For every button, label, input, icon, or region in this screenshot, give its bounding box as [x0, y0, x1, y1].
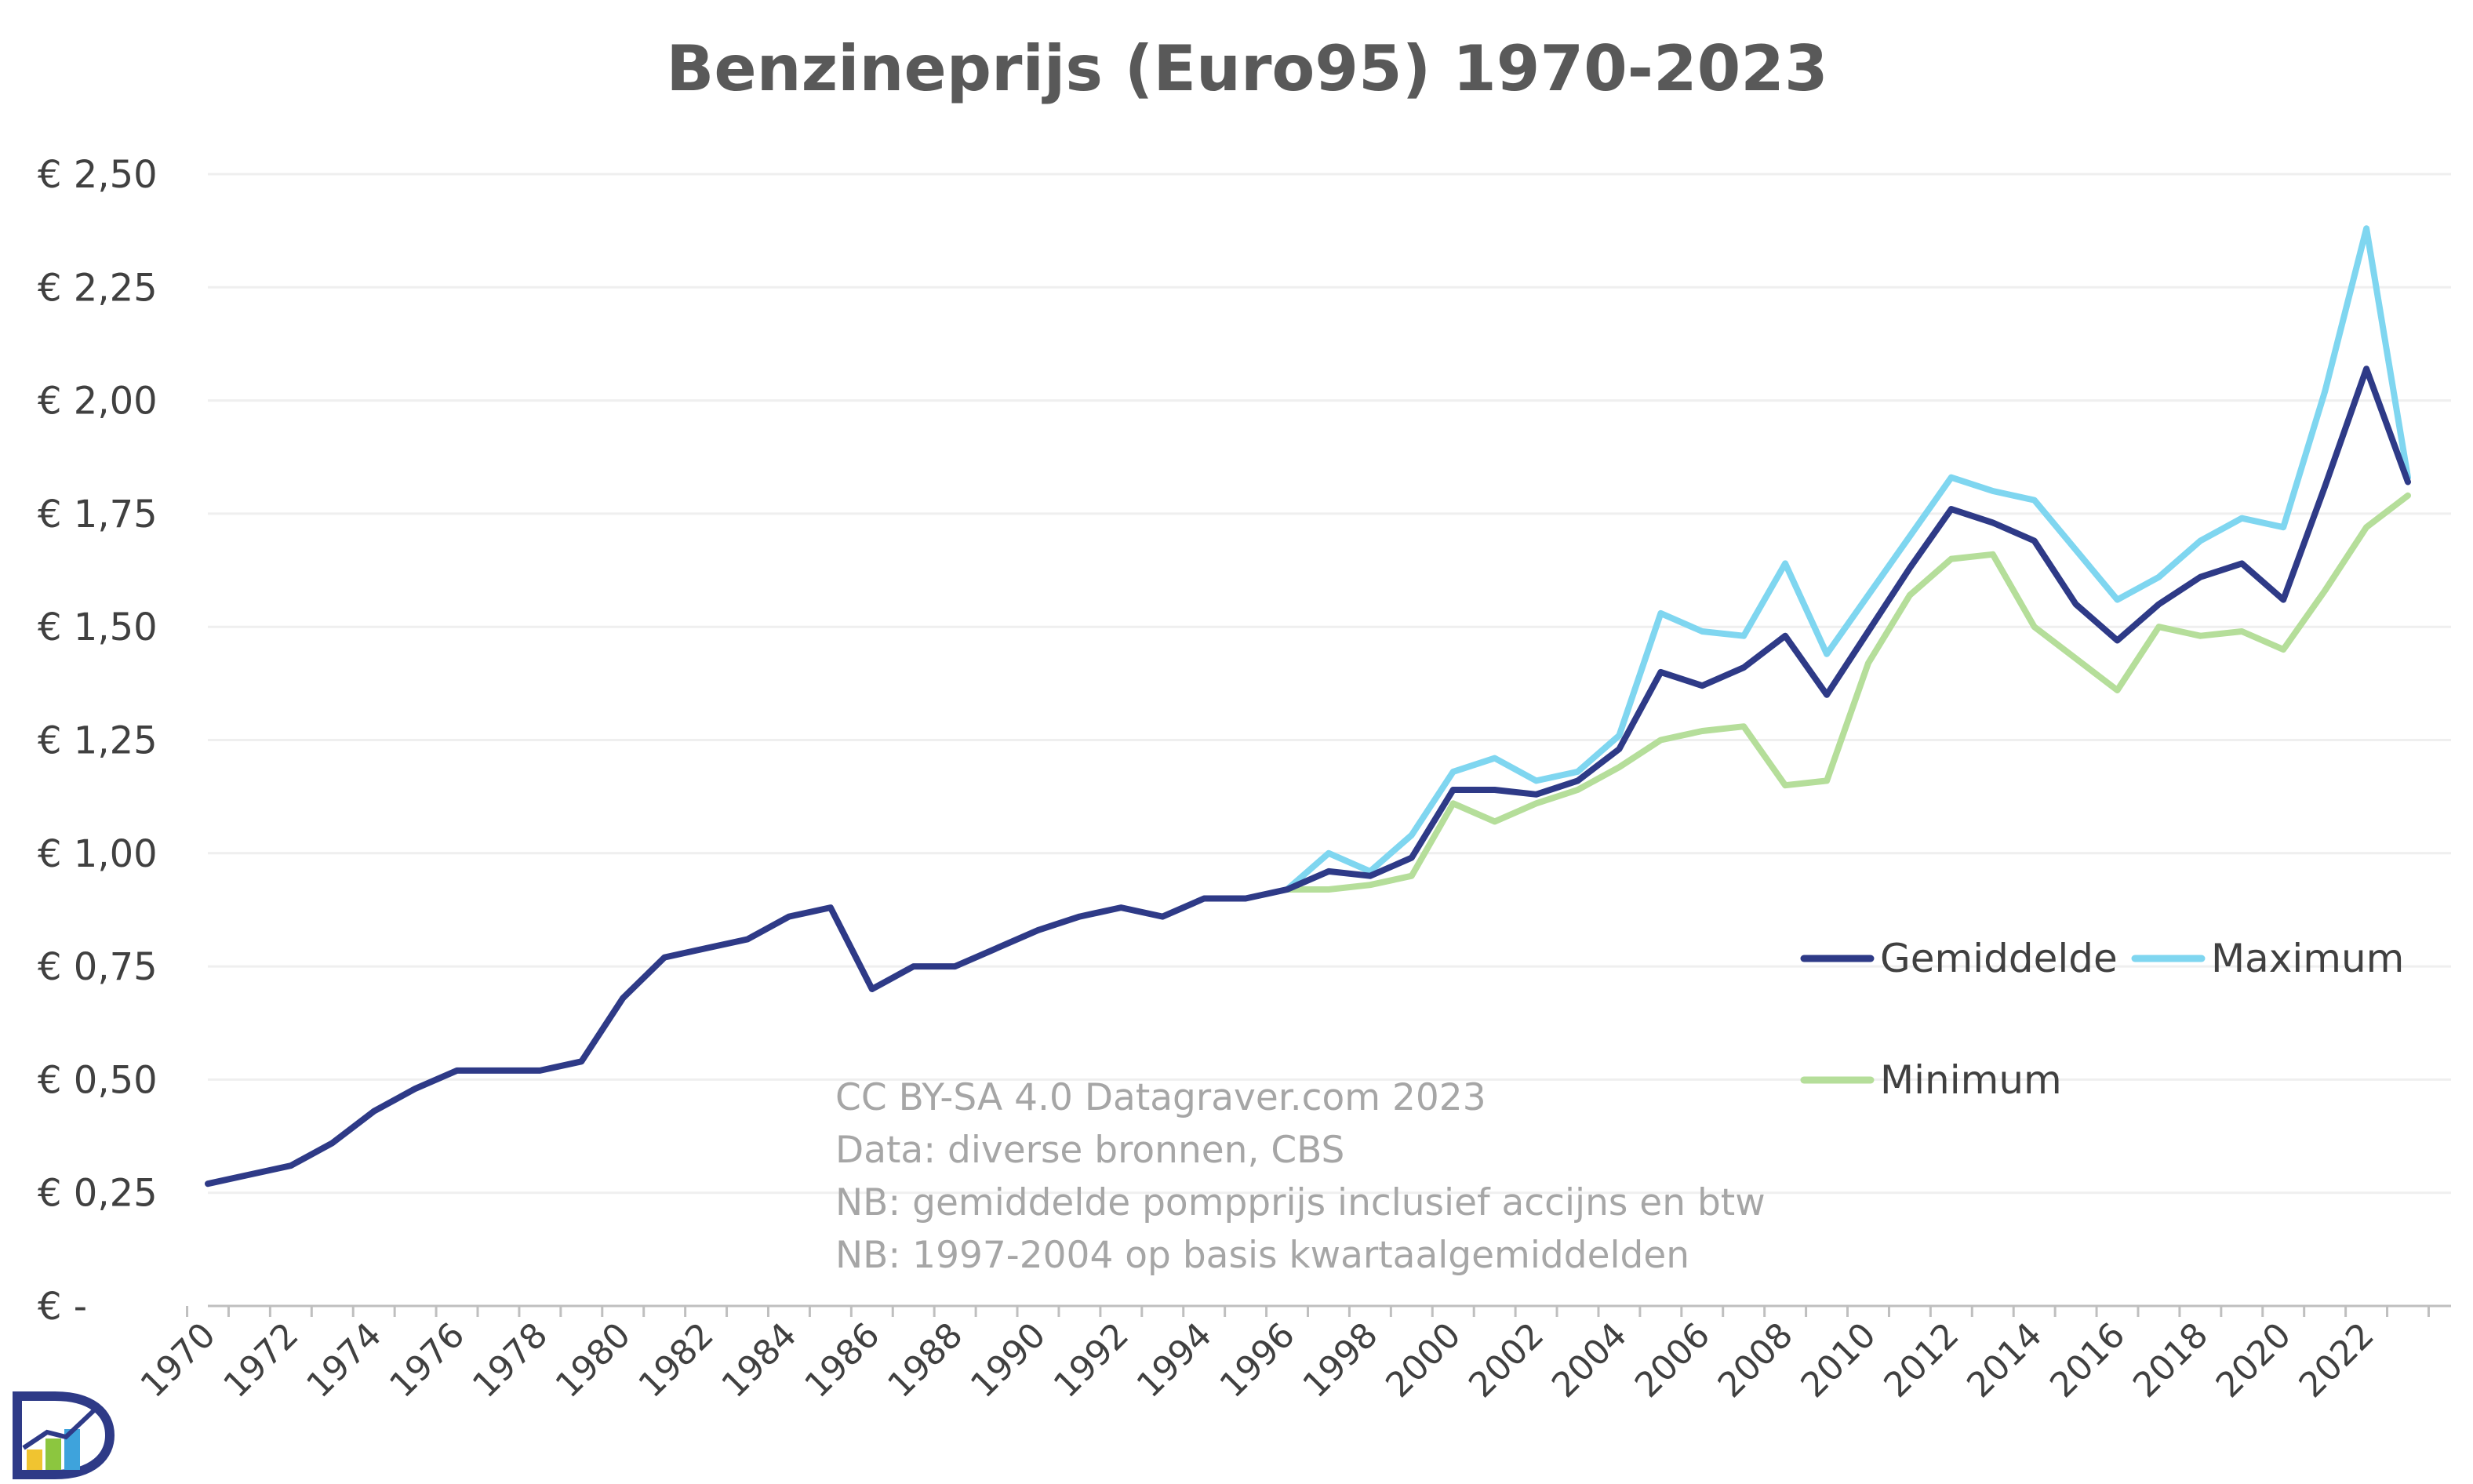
- x-tick-label: 1988: [880, 1315, 970, 1406]
- gridlines: [208, 173, 2451, 1195]
- chart-title: Benzineprijs (Euro95) 1970-2023: [666, 32, 1827, 105]
- x-tick-label: 1994: [1129, 1315, 1220, 1406]
- x-tick-label: 1982: [631, 1315, 722, 1406]
- y-tick-label: € 2,50: [38, 153, 158, 197]
- x-tick-label: 1990: [963, 1315, 1053, 1406]
- y-tick-label: € 0,75: [38, 945, 158, 989]
- x-tick-label: 1986: [797, 1315, 887, 1406]
- x-tick-label: 2000: [1378, 1315, 1468, 1406]
- x-tick-label: 2006: [1627, 1315, 1718, 1406]
- series-line-maximum: [1284, 225, 2411, 893]
- y-axis-tick-labels: € - € 0,25 € 0,50 € 0,75 € 1,00 € 1,25 € 1,50 €…: [38, 153, 158, 1329]
- legend-item-minimum: Minimum: [1800, 1057, 2062, 1103]
- x-tick-label: 2020: [2209, 1315, 2299, 1406]
- x-tick-label: 1984: [714, 1315, 804, 1406]
- x-tick-label: 1992: [1046, 1315, 1136, 1406]
- legend: Gemiddelde Maximum Minimum: [1800, 936, 2404, 1103]
- x-tick-label: 1972: [216, 1315, 306, 1406]
- x-axis-tick-marks: [186, 1306, 2430, 1317]
- note-license: CC BY-SA 4.0 Datagraver.com 2023: [835, 1076, 1486, 1119]
- x-tick-label: 1974: [299, 1315, 389, 1406]
- x-tick-label: 2016: [2042, 1315, 2133, 1406]
- note-data-source: Data: diverse bronnen, CBS: [835, 1129, 1344, 1172]
- x-axis-tick-labels: 1970197219741976197819801982198419861988…: [133, 1315, 2382, 1406]
- y-tick-label: € 0,25: [38, 1172, 158, 1216]
- y-tick-label: € -: [38, 1285, 87, 1329]
- legend-label-minimum: Minimum: [1880, 1057, 2062, 1103]
- x-tick-label: 2010: [1794, 1315, 1884, 1406]
- note-quarterly-basis: NB: 1997-2004 op basis kwartaalgemiddeld…: [835, 1234, 1689, 1277]
- y-tick-label: € 2,00: [38, 380, 158, 424]
- logo-bar-blue: [64, 1429, 80, 1470]
- y-tick-label: € 0,50: [38, 1058, 158, 1102]
- x-tick-label: 2014: [1959, 1315, 2049, 1406]
- logo-bar-yellow: [27, 1449, 42, 1470]
- legend-label-gemiddelde: Gemiddelde: [1880, 936, 2118, 981]
- legend-item-maximum: Maximum: [2131, 936, 2404, 981]
- series-line-gemiddelde: [205, 366, 2411, 1188]
- x-tick-label: 1970: [133, 1315, 224, 1406]
- y-tick-label: € 1,75: [38, 493, 158, 536]
- datagraver-logo: [13, 1391, 115, 1479]
- x-tick-label: 1980: [548, 1315, 638, 1406]
- legend-label-maximum: Maximum: [2211, 936, 2404, 981]
- x-tick-label: 2018: [2126, 1315, 2216, 1406]
- y-tick-label: € 1,00: [38, 832, 158, 876]
- x-tick-label: 2004: [1544, 1315, 1635, 1406]
- source-notes: CC BY-SA 4.0 Datagraver.com 2023 Data: d…: [835, 1076, 1766, 1277]
- legend-item-gemiddelde: Gemiddelde: [1800, 936, 2118, 981]
- x-tick-label: 1996: [1213, 1315, 1303, 1406]
- x-tick-label: 2022: [2292, 1315, 2382, 1406]
- x-tick-label: 2002: [1461, 1315, 1551, 1406]
- logo-bar-green: [45, 1439, 61, 1470]
- x-tick-label: 1978: [465, 1315, 555, 1406]
- series-lines: [205, 225, 2411, 1188]
- x-tick-label: 2012: [1876, 1315, 1966, 1406]
- y-tick-label: € 1,25: [38, 719, 158, 763]
- logo-d-outline: [13, 1391, 115, 1479]
- x-tick-label: 1998: [1295, 1315, 1385, 1406]
- logo-trend-line: [22, 1408, 96, 1450]
- x-tick-label: 2008: [1711, 1315, 1801, 1406]
- x-tick-label: 1976: [382, 1315, 472, 1406]
- note-price-definition: NB: gemiddelde pompprijs inclusief accij…: [835, 1181, 1766, 1224]
- series-line-minimum: [1284, 492, 2411, 893]
- y-tick-label: € 2,25: [38, 266, 158, 310]
- y-tick-label: € 1,50: [38, 606, 158, 649]
